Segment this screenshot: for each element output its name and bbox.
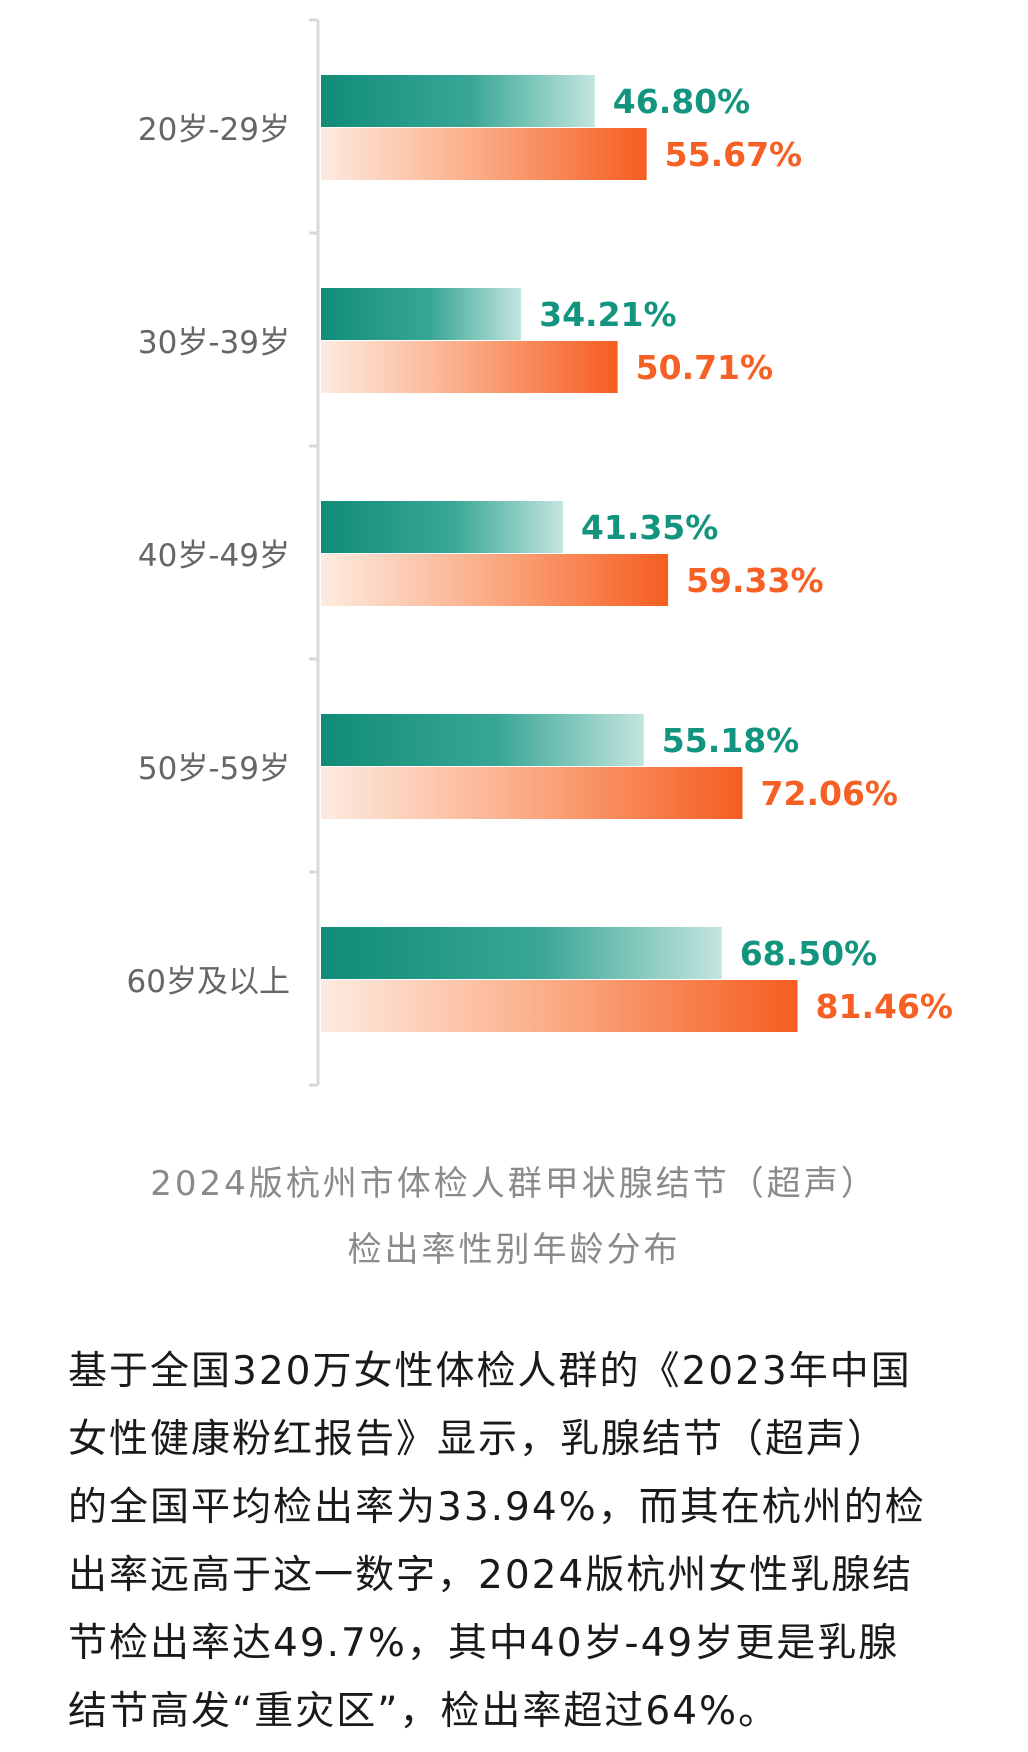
bar-male <box>321 501 563 553</box>
bar-female <box>321 128 647 180</box>
article-paragraph: 基于全国320万女性体检人群的《2023年中国 女性健康粉红报告》显示，乳腺结节… <box>68 1338 998 1746</box>
paragraph-line: 出率远高于这一数字，2024版杭州女性乳腺结 <box>68 1553 914 1598</box>
bar-chart: 20岁-29岁 46.80% 55.67% 30岁-39岁 34.21% 50.71% 40… <box>127 18 953 1087</box>
data-label-female: 55.67% <box>665 135 802 174</box>
chart-container: 20岁-29岁 46.80% 55.67% 30岁-39岁 34.21% 50.71% 40… <box>127 18 953 1087</box>
bar-male <box>321 714 644 766</box>
chart-caption-line-1: 2024版杭州市体检人群甲状腺结节（超声） <box>150 1164 878 1204</box>
data-label-male: 34.21% <box>539 295 676 334</box>
data-label-male: 46.80% <box>613 82 750 121</box>
bar-male <box>321 75 595 127</box>
category-label: 50岁-59岁 <box>138 751 290 787</box>
paragraph-line: 的全国平均检出率为33.94%，而其在杭州的检 <box>68 1485 926 1530</box>
category-label: 30岁-39岁 <box>138 325 290 361</box>
bar-female <box>321 341 618 393</box>
paragraph-line: 结节高发“重灾区”，检出率超过64%。 <box>68 1689 780 1734</box>
category-label: 20岁-29岁 <box>138 112 290 148</box>
bar-male <box>321 927 722 979</box>
paragraph-line: 节检出率达49.7%，其中40岁-49岁更是乳腺 <box>68 1621 900 1666</box>
chart-caption-line-2: 检出率性别年龄分布 <box>347 1230 681 1270</box>
category-label: 40岁-49岁 <box>138 538 290 574</box>
data-label-male: 68.50% <box>740 934 877 973</box>
data-label-female: 81.46% <box>816 987 953 1026</box>
data-label-male: 55.18% <box>662 721 799 760</box>
paragraph-line: 女性健康粉红报告》显示，乳腺结节（超声） <box>68 1417 889 1462</box>
bar-female <box>321 980 798 1032</box>
bar-male <box>321 288 522 340</box>
data-label-female: 50.71% <box>636 348 773 387</box>
bar-female <box>321 554 669 606</box>
data-label-female: 72.06% <box>761 774 898 813</box>
paragraph-line: 基于全国320万女性体检人群的《2023年中国 <box>68 1349 912 1394</box>
data-label-female: 59.33% <box>686 561 823 600</box>
data-label-male: 41.35% <box>581 508 718 547</box>
category-label: 60岁及以上 <box>127 964 290 1000</box>
bar-female <box>321 767 743 819</box>
